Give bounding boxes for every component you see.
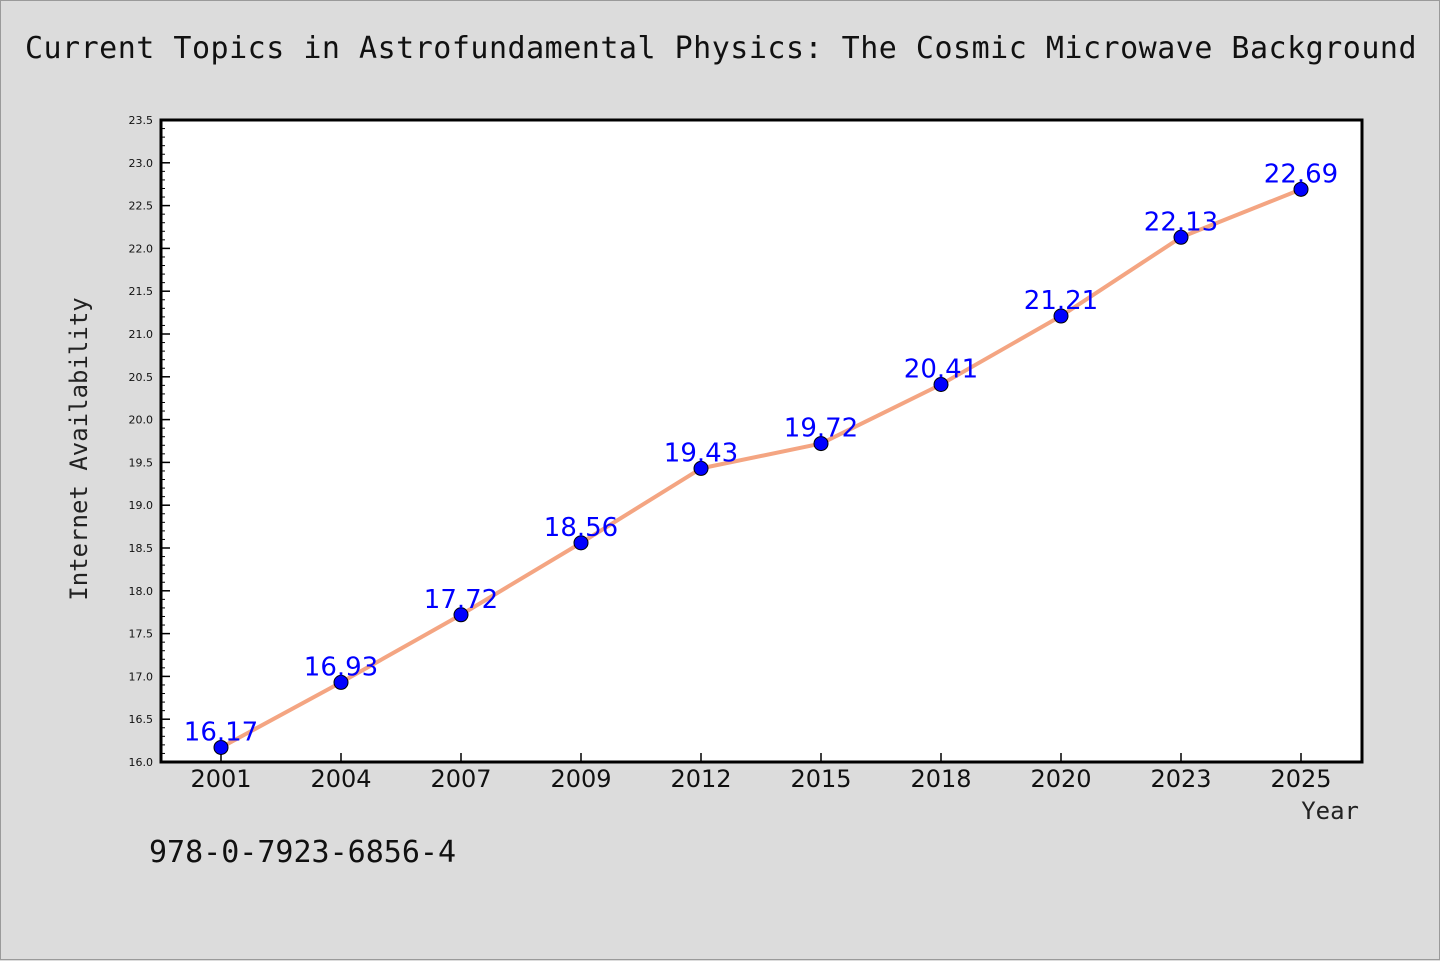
x-tick-label: 2009 xyxy=(550,765,611,793)
x-tick-label: 2001 xyxy=(190,765,251,793)
data-label: 16.17 xyxy=(184,717,258,747)
y-tick-label: 18.5 xyxy=(129,542,154,555)
y-tick-label: 18.0 xyxy=(129,585,154,598)
y-tick-label: 21.0 xyxy=(129,328,154,341)
chart-title: Current Topics in Astrofundamental Physi… xyxy=(24,31,1418,66)
data-points xyxy=(213,181,1309,755)
data-label: 22.69 xyxy=(1264,159,1338,189)
data-point xyxy=(213,739,229,755)
y-tick-label: 16.0 xyxy=(129,756,154,769)
data-point xyxy=(453,607,469,623)
x-tick-label: 2023 xyxy=(1150,765,1211,793)
data-label: 17.72 xyxy=(424,585,498,615)
data-point xyxy=(1053,308,1069,324)
y-tick-label: 20.0 xyxy=(129,414,154,427)
y-tick-label: 23.5 xyxy=(129,114,154,127)
x-axis-label: Year xyxy=(1301,797,1359,825)
y-tick-label: 22.5 xyxy=(129,200,154,213)
y-tick-label: 21.5 xyxy=(129,285,154,298)
x-tick-label: 2012 xyxy=(670,765,731,793)
data-label: 20.41 xyxy=(904,355,978,385)
data-label: 19.43 xyxy=(664,438,738,468)
x-tick-label: 2025 xyxy=(1270,765,1331,793)
x-axis: 2001 2004 2007 2009 2012 2015 2018 2020 2023 2025 xyxy=(190,753,1332,793)
data-label: 16.93 xyxy=(304,652,378,682)
y-axis: 16.0 16.5 17.0 17.5 18.0 18.5 19.0 19.5 20.0 20.5… xyxy=(129,114,170,769)
y-tick-label: 22.0 xyxy=(129,242,154,255)
data-label: 19.72 xyxy=(784,414,858,444)
data-point xyxy=(1293,181,1309,197)
data-point xyxy=(693,460,709,476)
plot-area xyxy=(159,118,1364,764)
data-point xyxy=(333,674,349,690)
y-tick-label: 17.0 xyxy=(129,670,154,683)
y-tick-label: 19.5 xyxy=(129,456,154,469)
y-tick-label: 16.5 xyxy=(129,713,154,726)
y-tick-label: 23.0 xyxy=(129,157,154,170)
data-point xyxy=(573,535,589,551)
x-tick-label: 2020 xyxy=(1030,765,1091,793)
y-tick-label: 20.5 xyxy=(129,371,154,384)
y-tick-label: 17.5 xyxy=(129,628,154,641)
x-tick-label: 2018 xyxy=(910,765,971,793)
data-label: 21.21 xyxy=(1024,286,1098,316)
data-point xyxy=(933,377,949,393)
data-labels: 16.17 16.93 17.72 18.56 19.43 19.72 20.41 21.21… xyxy=(184,159,1338,747)
data-label: 18.56 xyxy=(544,513,618,543)
isbn-text: 978-0-7923-6856-4 xyxy=(149,835,457,870)
x-tick-label: 2004 xyxy=(310,765,371,793)
series-line xyxy=(220,187,1302,750)
x-tick-label: 2015 xyxy=(790,765,851,793)
x-tick-label: 2007 xyxy=(430,765,491,793)
data-label: 22.13 xyxy=(1144,207,1218,237)
data-point xyxy=(813,436,829,452)
data-point xyxy=(1173,229,1189,245)
y-tick-label: 19.0 xyxy=(129,499,154,512)
